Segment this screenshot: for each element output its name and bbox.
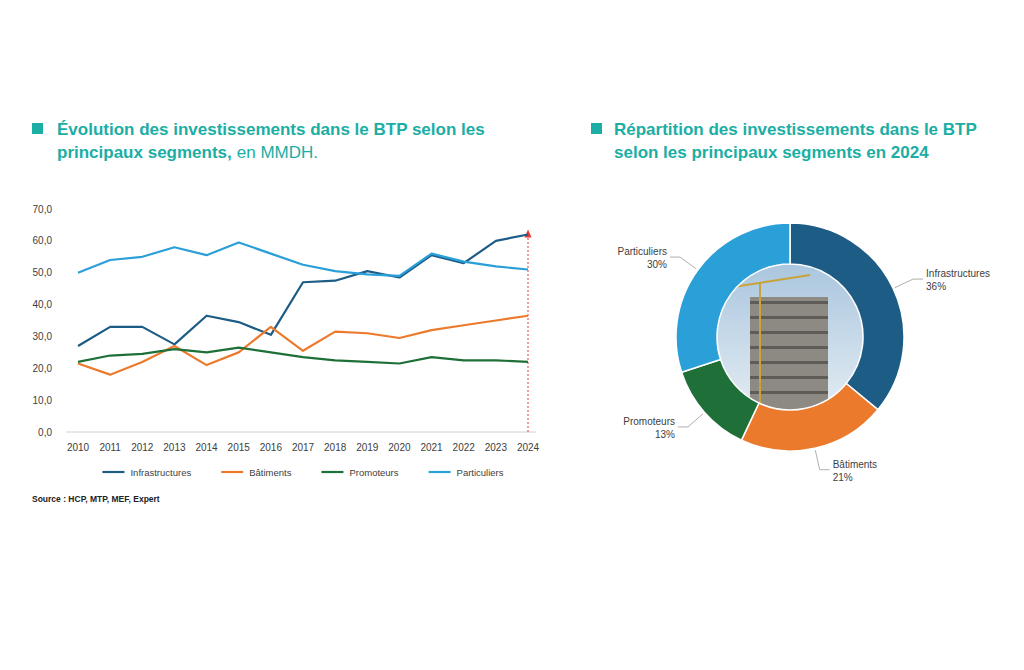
series-line	[78, 234, 528, 345]
y-tick	[62, 400, 65, 401]
legend-item: Infrastructures	[102, 467, 191, 478]
source: Source : HCP, MTP, MEF, Expert	[32, 494, 160, 504]
highlight-arrow-head	[525, 229, 532, 237]
slice-label: Bâtiments	[833, 459, 877, 470]
x-tick-label: 2013	[163, 442, 186, 453]
series-line	[78, 242, 528, 275]
title: selon les principaux segments en 2024	[614, 143, 929, 162]
data-label: 21%	[833, 472, 853, 483]
legend-swatch	[102, 471, 124, 473]
y-tick-label: 60,0	[33, 235, 53, 246]
center-floor	[750, 316, 828, 319]
slice-label: Promoteurs	[623, 416, 675, 427]
leader-line	[895, 279, 923, 288]
x-tick-label: 2020	[388, 442, 411, 453]
x-tick-label: 2012	[131, 442, 154, 453]
y-tick	[62, 240, 65, 241]
center-floor	[750, 331, 828, 334]
legend-item: Bâtiments	[221, 467, 291, 478]
data-label: 30%	[647, 259, 667, 270]
title: Évolution des investissements dans le BT…	[57, 120, 485, 139]
x-tick-label: 2024	[517, 442, 540, 453]
y-tick-label: 40,0	[33, 299, 53, 310]
subtitle: en MMDH.	[237, 143, 318, 162]
slice	[790, 223, 904, 410]
leader-line	[670, 257, 696, 269]
series-line	[78, 316, 528, 375]
center-floor	[750, 301, 828, 304]
x-tick-label: 2011	[99, 442, 121, 453]
leader-line	[678, 414, 703, 427]
series-line	[78, 348, 528, 364]
legend-label: Particuliers	[457, 467, 504, 478]
y-tick	[62, 209, 65, 210]
x-tick-label: 2022	[453, 442, 476, 453]
center-floor	[750, 391, 828, 394]
legend: Infrastructures Bâtiments Promoteurs Partic…	[102, 467, 503, 478]
y-tick	[62, 368, 65, 369]
x-tick-label: 2021	[420, 442, 443, 453]
center-floor	[750, 346, 828, 349]
legend-label: Bâtiments	[249, 467, 291, 478]
y-tick	[62, 272, 65, 273]
x-tick-label: 2017	[292, 442, 315, 453]
title: Répartition des investissements dans le …	[614, 120, 977, 139]
legend-item: Particuliers	[429, 467, 504, 478]
y-tick-label: 30,0	[33, 331, 53, 342]
y-tick	[62, 336, 65, 337]
leader-line	[815, 450, 829, 470]
y-tick-label: 0,0	[38, 427, 52, 438]
legend-label: Infrastructures	[130, 467, 191, 478]
y-tick-label: 20,0	[33, 363, 53, 374]
slice-label: Infrastructures	[926, 268, 990, 279]
y-tick-label: 70,0	[33, 204, 53, 215]
x-tick-label: 2015	[228, 442, 251, 453]
x-tick-label: 2014	[195, 442, 218, 453]
center-floor	[750, 361, 828, 364]
data-label: 36%	[926, 281, 946, 292]
title-bullet	[32, 123, 43, 134]
x-tick-label: 2023	[485, 442, 508, 453]
legend-swatch	[221, 471, 243, 473]
data-label: 13%	[655, 429, 675, 440]
legend-swatch	[429, 471, 451, 473]
slice	[741, 384, 877, 451]
center-floor	[750, 376, 828, 379]
slice	[682, 360, 759, 441]
title: principaux segments,	[57, 143, 232, 162]
legend-item: Promoteurs	[321, 467, 398, 478]
slice-label: Particuliers	[618, 246, 667, 257]
slice	[676, 223, 790, 372]
title-bullet	[591, 123, 602, 134]
x-axis-line	[66, 432, 536, 433]
y-tick-label: 50,0	[33, 267, 53, 278]
y-tick	[62, 432, 65, 433]
y-tick-label: 10,0	[33, 395, 53, 406]
legend-swatch	[321, 471, 343, 473]
x-tick-label: 2018	[324, 442, 347, 453]
highlight-arrow	[528, 236, 529, 432]
x-tick-label: 2016	[260, 442, 283, 453]
plot-lines	[78, 234, 528, 374]
legend-label: Promoteurs	[349, 467, 398, 478]
x-tick-label: 2019	[356, 442, 379, 453]
x-tick-label: 2010	[67, 442, 90, 453]
center-crane	[759, 283, 761, 417]
canvas: Évolution des investissements dans le BT…	[0, 0, 1024, 670]
y-tick	[62, 304, 65, 305]
